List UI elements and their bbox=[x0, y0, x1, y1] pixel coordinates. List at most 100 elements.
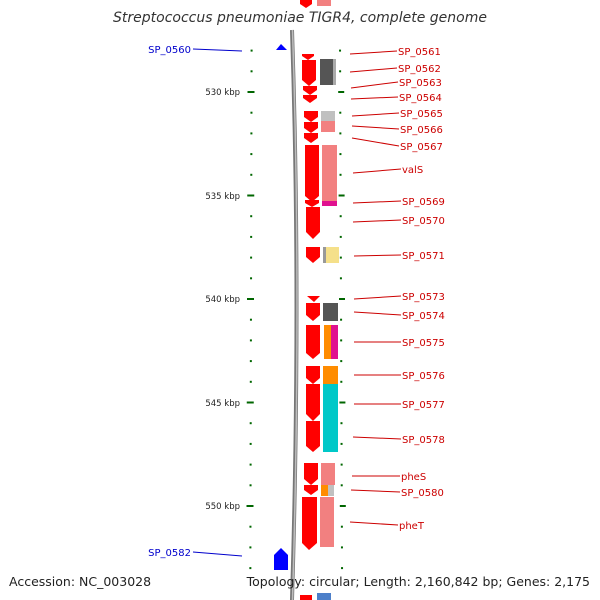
label-leaders bbox=[192, 48, 402, 557]
feature-box bbox=[321, 463, 335, 485]
gene-label-SP_0563[interactable]: SP_0563 bbox=[399, 78, 442, 89]
ruler-right-dot bbox=[339, 153, 342, 156]
tick-label-535: 535 kbp bbox=[205, 192, 240, 202]
feature-box bbox=[320, 59, 334, 85]
ruler-minor-tick bbox=[249, 525, 252, 528]
gene-label-SP_0578[interactable]: SP_0578 bbox=[402, 435, 445, 446]
ruler-right-dot bbox=[341, 567, 344, 570]
feature-box bbox=[321, 111, 335, 121]
ruler-right-dot bbox=[340, 546, 343, 549]
ruler-major-tick bbox=[247, 91, 255, 93]
gene-label-SP_0562[interactable]: SP_0562 bbox=[398, 64, 441, 75]
ruler-right-dot bbox=[339, 256, 342, 259]
map-title: Streptococcus pneumoniae TIGR4, complete… bbox=[113, 10, 487, 26]
ruler-minor-tick bbox=[249, 422, 252, 425]
gene-arrow-SP_0573[interactable] bbox=[307, 296, 320, 302]
ruler-right-major-tick bbox=[339, 401, 346, 404]
ruler-right-dot bbox=[339, 49, 342, 52]
gene-arrow-SP_0565[interactable] bbox=[304, 111, 318, 122]
feature-box bbox=[322, 201, 337, 206]
ruler-right-dot bbox=[340, 484, 343, 487]
tick-label-530: 530 kbp bbox=[205, 88, 240, 98]
accession-text: Accession: NC_003028 bbox=[9, 574, 152, 589]
gene-arrow-SP_0566[interactable] bbox=[304, 122, 318, 133]
feature-box bbox=[322, 145, 337, 201]
gene-arrow-SP_0582[interactable] bbox=[274, 548, 288, 570]
gene-label-SP_0575[interactable]: SP_0575 bbox=[402, 338, 445, 349]
gene-arrow-SP_0574[interactable] bbox=[306, 303, 320, 321]
gene-label-valS[interactable]: valS bbox=[402, 165, 423, 176]
gene-label-SP_0577[interactable]: SP_0577 bbox=[402, 400, 445, 411]
gene-label-SP_0565[interactable]: SP_0565 bbox=[400, 109, 443, 120]
gene-arrow-SP_0580[interactable] bbox=[304, 485, 318, 495]
ruler-minor-tick bbox=[249, 380, 252, 383]
ruler-minor-tick bbox=[250, 277, 253, 280]
gene-label-SP_0561[interactable]: SP_0561 bbox=[398, 47, 441, 58]
gene-label-SP_0570[interactable]: SP_0570 bbox=[402, 216, 445, 227]
ruler-minor-tick bbox=[250, 215, 253, 218]
gene-arrow-SP_0560[interactable] bbox=[276, 44, 287, 50]
gene-label-SP_0582[interactable]: SP_0582 bbox=[148, 548, 191, 559]
gene-arrow-SP_0562[interactable] bbox=[302, 60, 316, 86]
gene-label-SP_0574[interactable]: SP_0574 bbox=[402, 311, 445, 322]
ruler-major-tick bbox=[246, 401, 254, 404]
gene-arrow-SP_0569[interactable] bbox=[305, 200, 319, 207]
scale-ruler-dots bbox=[338, 49, 346, 570]
gene-track bbox=[274, 0, 320, 600]
tick-label-550: 550 kbp bbox=[205, 502, 240, 512]
ruler-right-dot bbox=[340, 339, 343, 342]
gene-label-SP_0564[interactable]: SP_0564 bbox=[399, 93, 442, 104]
gene-arrow-pheT[interactable] bbox=[302, 497, 317, 550]
ruler-minor-tick bbox=[250, 235, 253, 238]
gene-arrow-SP_0563[interactable] bbox=[303, 86, 317, 95]
gene-arrow-SP_0567[interactable] bbox=[304, 133, 318, 143]
ruler-minor-tick bbox=[250, 153, 253, 156]
ruler-minor-tick bbox=[250, 70, 253, 73]
ruler-minor-tick bbox=[249, 339, 252, 342]
gene-arrow[interactable] bbox=[300, 0, 312, 8]
gene-label-SP_0567[interactable]: SP_0567 bbox=[400, 142, 443, 153]
ruler-right-major-tick bbox=[339, 298, 345, 300]
feature-box bbox=[323, 384, 338, 452]
gene-label-SP_0580[interactable]: SP_0580 bbox=[401, 488, 444, 499]
feature-box bbox=[321, 485, 328, 496]
feature-box bbox=[321, 121, 335, 132]
gene-arrow-pheS[interactable] bbox=[304, 463, 318, 485]
ruler-right-dot bbox=[339, 277, 342, 280]
gene-arrow-SP_0578[interactable] bbox=[306, 421, 320, 452]
feature-box bbox=[333, 59, 336, 85]
gene-arrow-SP_0577[interactable] bbox=[306, 384, 320, 421]
gene-label-SP_0571[interactable]: SP_0571 bbox=[402, 251, 445, 262]
ruler-minor-tick bbox=[250, 132, 253, 135]
gene-label-SP_0573[interactable]: SP_0573 bbox=[402, 292, 445, 303]
tick-label-540: 540 kbp bbox=[205, 295, 240, 305]
gene-arrow[interactable] bbox=[300, 595, 312, 600]
ruler-minor-tick bbox=[249, 442, 252, 445]
gene-label-SP_0576[interactable]: SP_0576 bbox=[402, 371, 445, 382]
feature-box bbox=[324, 325, 331, 359]
gene-label-pheT[interactable]: pheT bbox=[399, 521, 425, 532]
gene-arrow-SP_0575[interactable] bbox=[306, 325, 320, 359]
gene-arrow-SP_0571[interactable] bbox=[306, 247, 320, 263]
ruler-right-dot bbox=[340, 380, 343, 383]
gene-label-SP_0569[interactable]: SP_0569 bbox=[402, 197, 445, 208]
gene-arrow-SP_0576[interactable] bbox=[306, 366, 320, 384]
ruler-right-major-tick bbox=[338, 194, 345, 197]
gene-arrow-valS[interactable] bbox=[305, 145, 319, 202]
ruler-minor-tick bbox=[250, 111, 253, 114]
ruler-major-tick bbox=[247, 298, 254, 300]
gene-label-SP_0560[interactable]: SP_0560 bbox=[148, 45, 191, 56]
ruler-right-dot bbox=[339, 235, 342, 238]
scale-labels: 530 kbp 535 kbp 540 kbp 545 kbp 550 kbp bbox=[205, 88, 240, 512]
ruler-major-tick bbox=[247, 194, 255, 197]
gene-label-pheS[interactable]: pheS bbox=[401, 472, 426, 483]
ruler-minor-tick bbox=[249, 463, 252, 466]
gene-arrow-SP_0570[interactable] bbox=[306, 207, 320, 239]
feature-box bbox=[323, 247, 339, 263]
ruler-right-major-tick bbox=[338, 91, 345, 93]
gene-arrow-SP_0561[interactable] bbox=[302, 54, 314, 60]
tick-label-545: 545 kbp bbox=[205, 399, 240, 409]
gene-label-SP_0566[interactable]: SP_0566 bbox=[400, 125, 443, 136]
gene-arrow-SP_0564[interactable] bbox=[303, 95, 317, 103]
ruler-right-dot bbox=[340, 318, 343, 321]
